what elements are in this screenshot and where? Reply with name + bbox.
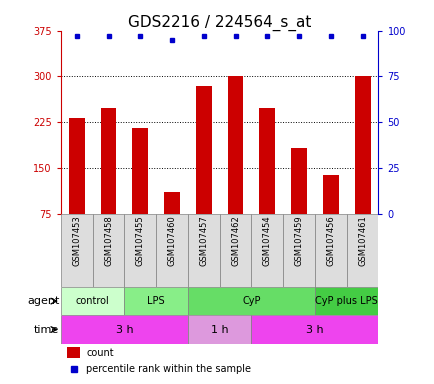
Bar bbox=[156, 214, 187, 287]
Text: agent: agent bbox=[27, 296, 59, 306]
Bar bbox=[195, 86, 211, 260]
Text: time: time bbox=[34, 324, 59, 334]
Text: CyP: CyP bbox=[242, 296, 260, 306]
Text: LPS: LPS bbox=[147, 296, 164, 306]
Text: control: control bbox=[76, 296, 109, 306]
Bar bbox=[354, 76, 370, 260]
Text: 3 h: 3 h bbox=[115, 324, 133, 334]
Bar bbox=[314, 287, 378, 315]
Bar bbox=[219, 214, 251, 287]
Text: GSM107461: GSM107461 bbox=[357, 215, 366, 266]
Bar bbox=[227, 76, 243, 260]
Bar bbox=[100, 108, 116, 260]
Bar bbox=[92, 214, 124, 287]
Bar bbox=[61, 214, 92, 287]
Bar bbox=[314, 214, 346, 287]
Bar bbox=[69, 118, 85, 260]
Bar bbox=[132, 128, 148, 260]
Bar bbox=[259, 108, 275, 260]
Title: GDS2216 / 224564_s_at: GDS2216 / 224564_s_at bbox=[128, 15, 311, 31]
Bar bbox=[164, 192, 180, 260]
Text: CyP plus LPS: CyP plus LPS bbox=[315, 296, 377, 306]
Text: 1 h: 1 h bbox=[210, 324, 228, 334]
Text: GSM107454: GSM107454 bbox=[262, 215, 271, 266]
Bar bbox=[187, 214, 219, 287]
Bar bbox=[283, 214, 314, 287]
Text: GSM107458: GSM107458 bbox=[104, 215, 113, 266]
Bar bbox=[251, 214, 283, 287]
Text: GSM107456: GSM107456 bbox=[326, 215, 335, 266]
Bar bbox=[67, 347, 80, 358]
Bar bbox=[346, 214, 378, 287]
Text: GSM107455: GSM107455 bbox=[135, 215, 145, 266]
Bar bbox=[124, 287, 187, 315]
Bar bbox=[61, 287, 124, 315]
Bar bbox=[322, 175, 338, 260]
Bar bbox=[187, 287, 314, 315]
Text: GSM107453: GSM107453 bbox=[72, 215, 81, 266]
Text: count: count bbox=[86, 348, 114, 358]
Bar bbox=[61, 315, 187, 344]
Text: percentile rank within the sample: percentile rank within the sample bbox=[86, 364, 251, 374]
Text: GSM107459: GSM107459 bbox=[294, 215, 303, 266]
Text: GSM107457: GSM107457 bbox=[199, 215, 208, 266]
Text: GSM107460: GSM107460 bbox=[167, 215, 176, 266]
Bar bbox=[290, 149, 306, 260]
Bar bbox=[124, 214, 156, 287]
Text: 3 h: 3 h bbox=[306, 324, 323, 334]
Text: GSM107462: GSM107462 bbox=[230, 215, 240, 266]
Bar bbox=[251, 315, 378, 344]
Bar bbox=[187, 315, 251, 344]
